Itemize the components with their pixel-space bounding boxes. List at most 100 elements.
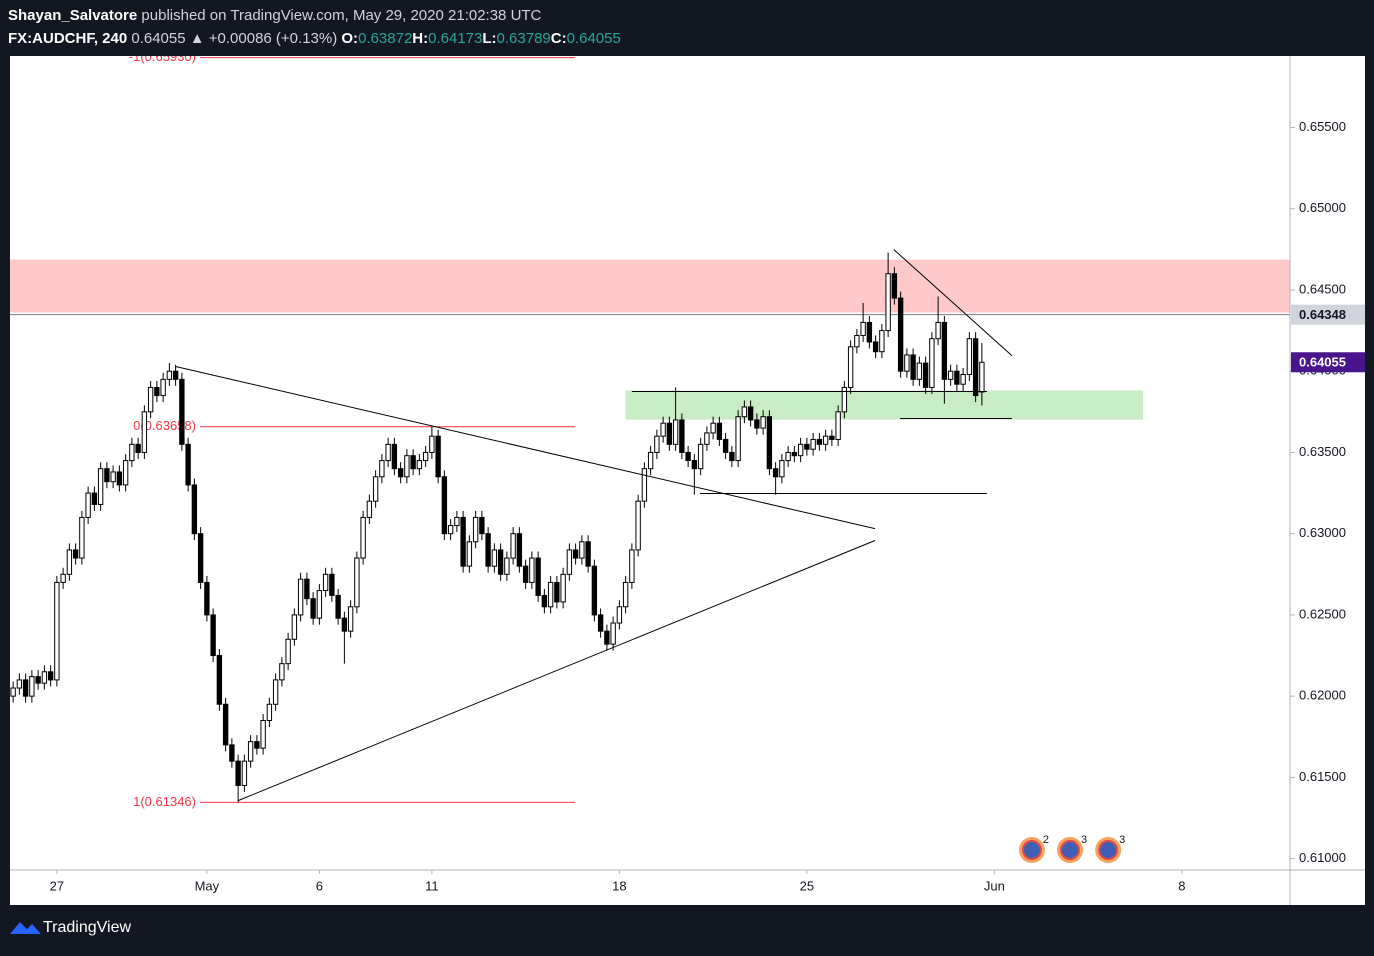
candle-body bbox=[116, 471, 123, 486]
x-tick-label: May bbox=[195, 878, 220, 893]
candle-body bbox=[960, 373, 966, 385]
candle-body bbox=[735, 416, 741, 462]
candle-body bbox=[654, 435, 660, 453]
header-line-2: FX:AUDCHF, 240 0.64055 ▲ +0.00086 (+0.13… bbox=[8, 30, 621, 47]
logo-icon bbox=[10, 922, 41, 934]
y-tick-label: 0.61500 bbox=[1299, 769, 1346, 784]
ohlc-value: 0.64173 bbox=[428, 30, 482, 47]
candle-body bbox=[704, 432, 710, 445]
candle-body bbox=[891, 273, 898, 299]
fib-label: 1(0.61346) bbox=[133, 794, 196, 809]
candle-body bbox=[804, 443, 810, 450]
candle-body bbox=[254, 741, 260, 749]
y-tick-label: 0.61000 bbox=[1299, 850, 1346, 865]
candle-body bbox=[741, 406, 748, 418]
candle-body bbox=[954, 370, 960, 385]
candle-body bbox=[447, 525, 454, 535]
candle-body bbox=[941, 321, 948, 380]
y-tick-label: 0.64500 bbox=[1299, 281, 1346, 296]
candle-body bbox=[222, 703, 229, 746]
candle-body bbox=[385, 443, 391, 462]
candle-body bbox=[929, 338, 935, 388]
candle-body bbox=[847, 346, 854, 388]
candle-body bbox=[979, 361, 985, 393]
candle-body bbox=[585, 541, 591, 567]
candle-body bbox=[285, 638, 291, 665]
x-tick-label: 25 bbox=[800, 878, 814, 893]
event-icon-inner bbox=[1021, 840, 1042, 860]
candle-body bbox=[241, 760, 248, 787]
candle-body bbox=[397, 468, 404, 478]
zone bbox=[10, 259, 1290, 313]
candle-body bbox=[554, 581, 560, 603]
candle-body bbox=[54, 581, 60, 681]
y-tick-label: 0.65500 bbox=[1299, 119, 1346, 134]
candle-body bbox=[372, 476, 379, 502]
candle-body bbox=[366, 500, 373, 518]
candle-body bbox=[566, 549, 573, 575]
candle-body bbox=[422, 451, 429, 462]
candle-body bbox=[466, 541, 473, 567]
event-count: 2 bbox=[1043, 834, 1049, 846]
fib-label: -1(0.65930) bbox=[129, 49, 196, 64]
candle-body bbox=[360, 516, 366, 559]
candle-body bbox=[460, 516, 466, 567]
candle-body bbox=[141, 411, 148, 453]
candle-body bbox=[685, 451, 691, 462]
candle-body bbox=[797, 443, 804, 457]
candle-body bbox=[472, 516, 479, 543]
candle-body bbox=[410, 455, 416, 470]
candle-body bbox=[872, 341, 879, 353]
candle-body bbox=[335, 594, 341, 619]
event-icon-inner bbox=[1060, 840, 1080, 860]
footer-brand: TradingView bbox=[43, 919, 131, 936]
candle-body bbox=[60, 573, 66, 583]
candle-body bbox=[172, 370, 179, 380]
candle-body bbox=[72, 549, 79, 559]
candle-body bbox=[485, 533, 491, 567]
candle-body bbox=[497, 549, 504, 575]
candle-body bbox=[322, 573, 329, 592]
price-label-box bbox=[1291, 352, 1365, 373]
candle-body bbox=[716, 422, 723, 440]
candle-body bbox=[591, 565, 598, 616]
y-tick-label: 0.65000 bbox=[1299, 200, 1346, 215]
candle-body bbox=[266, 703, 273, 722]
symbol: FX:AUDCHF, 240 bbox=[8, 30, 127, 47]
plot-area: -1(0.65930)0(0.63658)1(0.61346)2 3 3 bbox=[10, 49, 1290, 863]
candle-body bbox=[329, 573, 335, 596]
candle-body bbox=[35, 676, 41, 684]
candle-body bbox=[579, 541, 585, 559]
candle-body bbox=[197, 533, 204, 583]
candle-body bbox=[966, 338, 973, 375]
candle-body bbox=[635, 500, 641, 551]
candle-body bbox=[916, 362, 923, 380]
candle-body bbox=[710, 422, 716, 434]
candle-body bbox=[904, 354, 910, 372]
candle-body bbox=[22, 679, 29, 697]
candle-body bbox=[435, 435, 441, 478]
x-tick-label: 18 bbox=[612, 878, 626, 893]
candle-body bbox=[235, 760, 241, 787]
candle-body bbox=[910, 354, 916, 380]
candle-body bbox=[647, 451, 654, 470]
candle-body bbox=[666, 422, 673, 445]
candle-body bbox=[104, 468, 110, 483]
y-tick-label: 0.63000 bbox=[1299, 525, 1346, 540]
candle-body bbox=[816, 438, 823, 445]
candle-body bbox=[204, 581, 210, 616]
candle-body bbox=[297, 578, 304, 616]
candle-body bbox=[641, 468, 648, 502]
x-tick-label: Jun bbox=[984, 878, 1005, 893]
event-count: 3 bbox=[1119, 834, 1125, 846]
change: ▲ +0.00086 (+0.13%) bbox=[190, 30, 337, 47]
event-icon-inner bbox=[1098, 840, 1119, 860]
candle-body bbox=[854, 334, 860, 348]
candle-body bbox=[541, 594, 548, 608]
candle-body bbox=[441, 476, 448, 535]
candle-body bbox=[922, 362, 929, 388]
ohlc-value: 0.63789 bbox=[497, 30, 551, 47]
price-label: 0.64055 bbox=[1299, 355, 1346, 370]
x-tick-label: 11 bbox=[425, 878, 439, 893]
zone bbox=[625, 390, 1144, 420]
